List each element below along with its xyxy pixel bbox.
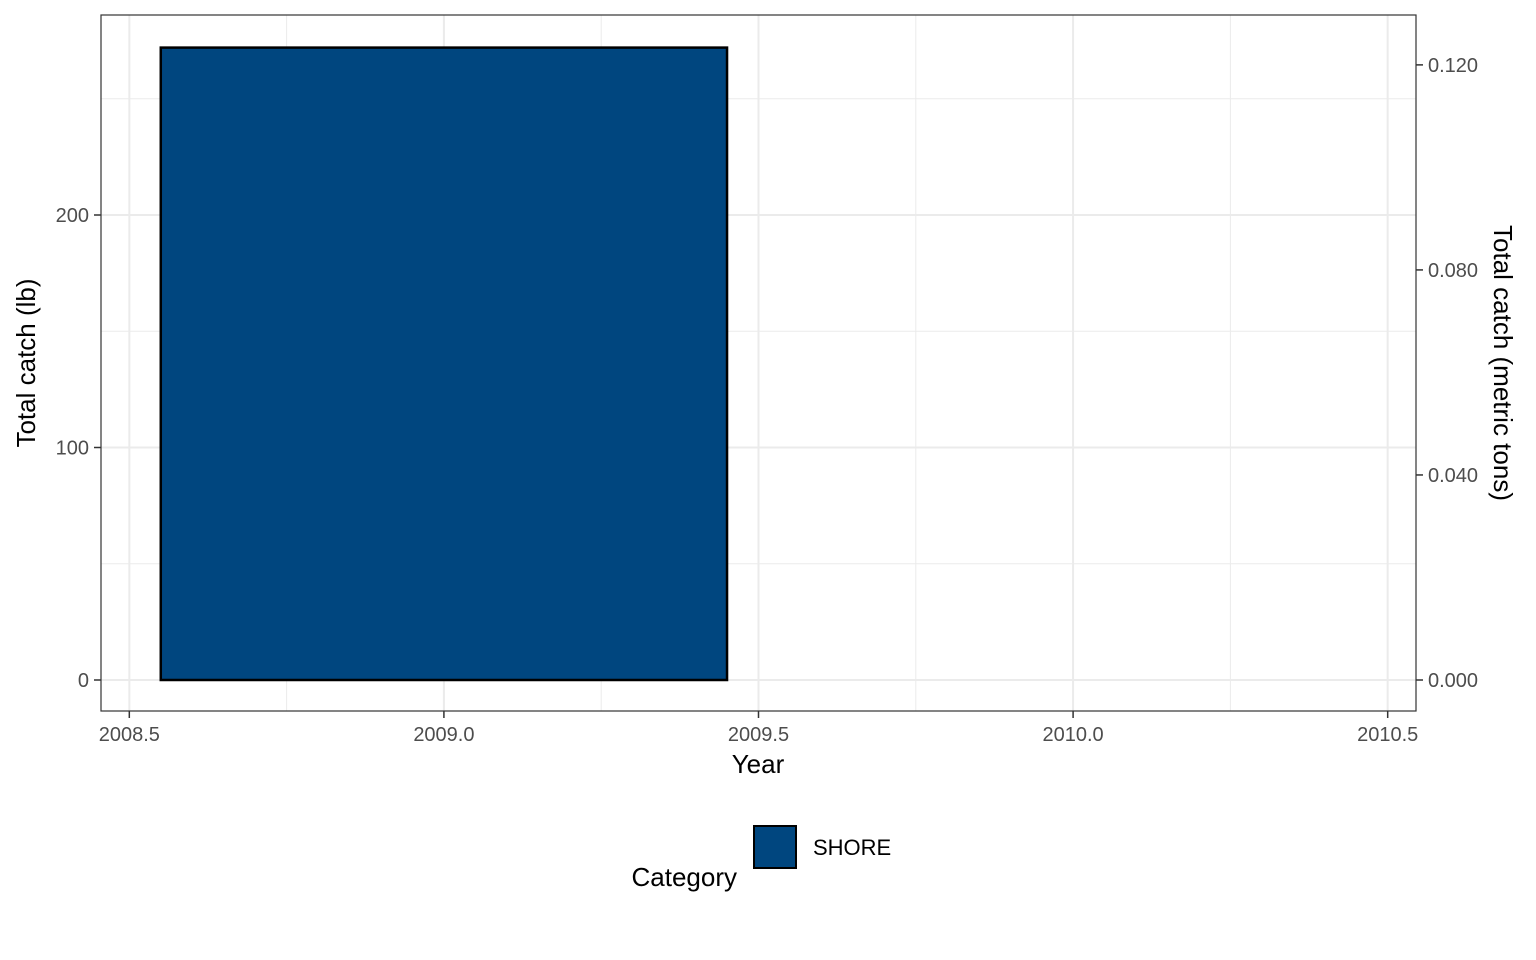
x-axis-ticks: 2008.5 2009.0 2009.5 2010.0 2010.5 bbox=[99, 711, 1418, 746]
left-y-axis-ticks: 0 100 200 bbox=[56, 205, 101, 692]
bars bbox=[159, 46, 729, 682]
legend-title: Category bbox=[632, 862, 738, 892]
x-tick-label: 2008.5 bbox=[99, 724, 160, 746]
right-y-tick-label: 0.080 bbox=[1428, 260, 1478, 282]
left-y-axis-title: Total catch (lb) bbox=[11, 278, 41, 447]
legend-label-shore: SHORE bbox=[813, 835, 891, 860]
right-y-tick-label: 0.000 bbox=[1428, 670, 1478, 692]
legend-key-shore bbox=[753, 825, 797, 869]
bar-2009 bbox=[159, 46, 729, 682]
left-y-tick-label: 200 bbox=[56, 205, 89, 227]
x-tick-label: 2010.0 bbox=[1043, 724, 1104, 746]
x-tick-label: 2009.0 bbox=[413, 724, 474, 746]
right-y-axis-title: Total catch (metric tons) bbox=[1488, 225, 1518, 501]
x-axis-title: Year bbox=[732, 749, 785, 779]
right-y-tick-label: 0.120 bbox=[1428, 55, 1478, 77]
right-y-tick-label: 0.040 bbox=[1428, 465, 1478, 487]
x-tick-label: 2009.5 bbox=[728, 724, 789, 746]
x-tick-label: 2010.5 bbox=[1357, 724, 1418, 746]
legend: Category SHORE bbox=[632, 825, 891, 892]
left-y-tick-label: 100 bbox=[56, 438, 89, 460]
left-y-tick-label: 0 bbox=[78, 670, 89, 692]
right-y-axis-ticks: 0.000 0.040 0.080 0.120 bbox=[1416, 55, 1478, 692]
